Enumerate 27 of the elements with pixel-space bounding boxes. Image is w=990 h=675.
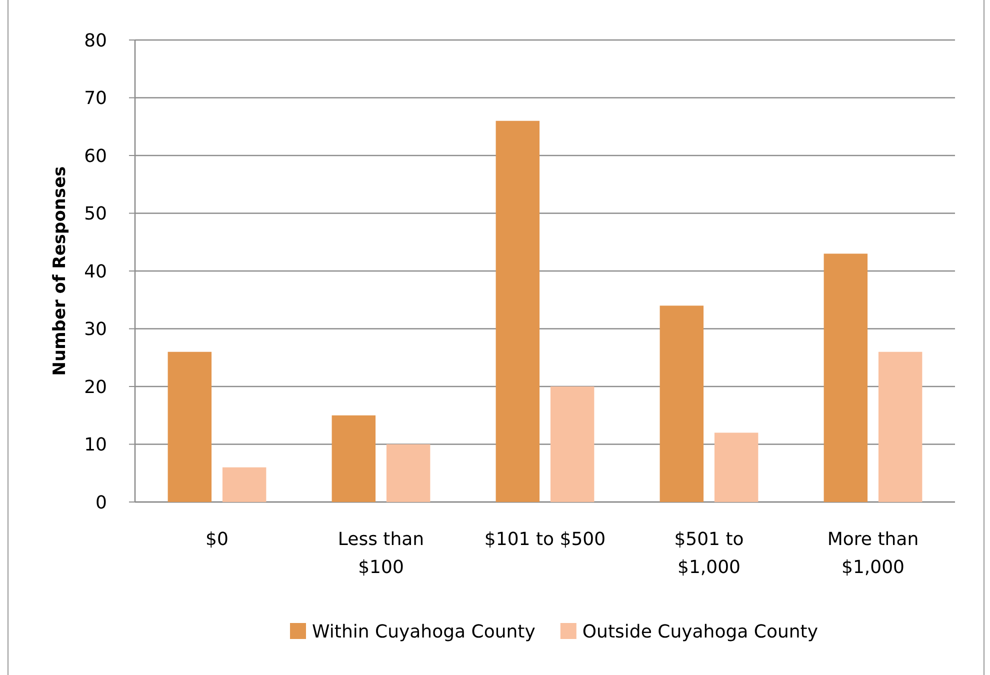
legend-label: Within Cuyahoga County — [312, 621, 536, 642]
y-tick-label: 20 — [84, 376, 107, 398]
bar — [496, 120, 540, 502]
x-tick-label: More than $1,000 — [827, 529, 919, 578]
bar — [332, 415, 376, 502]
bar — [222, 467, 266, 502]
y-tick-label: 0 — [96, 492, 107, 514]
y-tick-label: 50 — [84, 204, 107, 225]
bar — [824, 254, 868, 502]
y-tick-label: 80 — [84, 30, 107, 52]
x-tick-label: Less than $100 — [338, 529, 424, 578]
x-tick-label: $0 — [206, 529, 228, 550]
x-tick-label: $101 to $500 — [484, 529, 606, 550]
y-tick-label: 70 — [84, 88, 107, 110]
y-axis-title: Number of Responses — [50, 166, 70, 376]
y-tick-label: 40 — [84, 261, 107, 282]
bar — [386, 444, 430, 502]
x-tick-label: $501 to $1,000 — [674, 529, 744, 578]
y-tick-label: 10 — [84, 434, 107, 456]
bar — [878, 352, 922, 502]
y-tick-label: 30 — [84, 319, 107, 340]
bar — [660, 306, 704, 502]
bar — [550, 386, 594, 502]
bar — [714, 432, 758, 502]
y-tick-label: 60 — [84, 146, 107, 167]
legend-label: Outside Cuyahoga County — [582, 621, 818, 642]
bar — [168, 352, 212, 502]
